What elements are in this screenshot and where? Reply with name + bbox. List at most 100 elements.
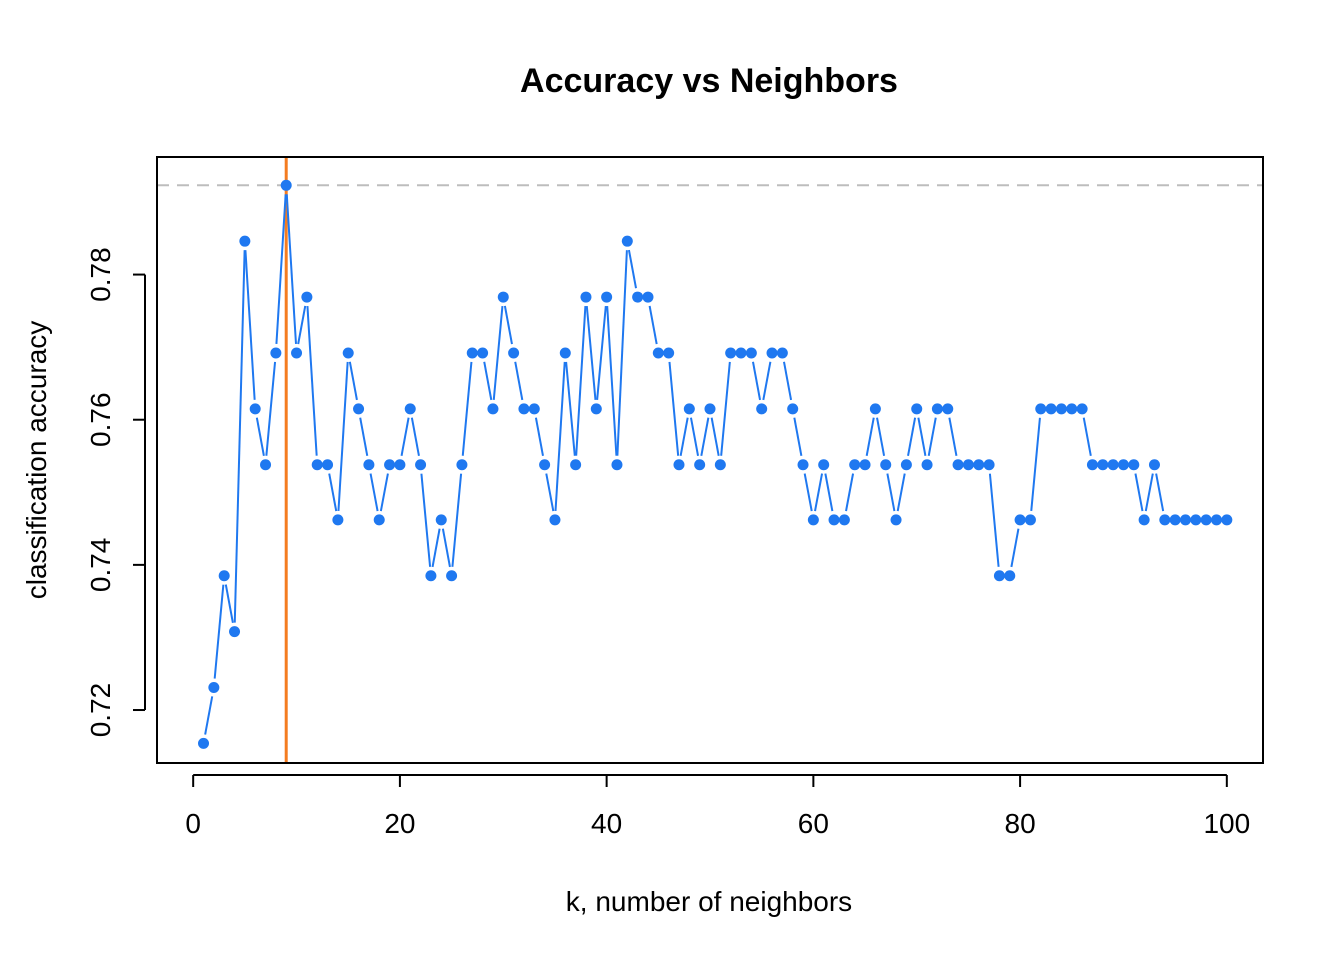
series-segment (616, 250, 628, 456)
data-point (621, 235, 633, 247)
data-point (384, 459, 396, 471)
series-segment (431, 528, 441, 568)
data-point (229, 626, 241, 638)
y-axis-label: classification accuracy (21, 321, 52, 600)
data-point (849, 459, 861, 471)
series-segment (534, 417, 544, 457)
data-point (559, 347, 571, 359)
data-point (580, 291, 592, 303)
data-point (1035, 403, 1047, 415)
x-tick-label: 100 (1203, 808, 1250, 839)
plot-area (157, 157, 1263, 763)
data-point (446, 570, 458, 582)
series-segment (255, 417, 265, 457)
series-segment (461, 361, 473, 456)
data-point (311, 459, 323, 471)
series-segment (700, 417, 710, 457)
plot-frame (156, 156, 1264, 764)
series-segment (328, 473, 338, 512)
series-segment (575, 305, 587, 456)
series-segment (689, 417, 700, 457)
data-point (1128, 459, 1140, 471)
data-point (415, 459, 427, 471)
data-point (683, 403, 695, 415)
series-segment (606, 305, 618, 456)
y-tick-label: 0.74 (85, 538, 116, 593)
x-tick-label: 40 (591, 808, 622, 839)
data-point (921, 459, 933, 471)
data-point (280, 179, 292, 191)
series-segment (441, 528, 451, 568)
data-point (249, 403, 261, 415)
series-segment (224, 584, 234, 623)
series-segment (503, 305, 513, 345)
data-point (869, 403, 881, 415)
series-segment (1082, 417, 1092, 457)
series-segment (1144, 473, 1154, 512)
data-point (973, 459, 985, 471)
data-point (818, 459, 830, 471)
data-point (301, 291, 313, 303)
data-point (962, 459, 974, 471)
data-point (900, 459, 912, 471)
series-segment (1134, 473, 1144, 512)
data-point (497, 291, 509, 303)
data-point (776, 347, 788, 359)
series-segment (233, 250, 246, 623)
x-tick-label: 0 (185, 808, 201, 839)
data-point (601, 291, 613, 303)
data-point (570, 459, 582, 471)
data-point (735, 347, 747, 359)
data-point (1076, 403, 1088, 415)
series-segment (359, 417, 369, 457)
series-segment (668, 361, 680, 456)
data-point (756, 403, 768, 415)
series-segment (451, 473, 463, 567)
series-segment (337, 361, 349, 511)
series-segment (803, 473, 813, 512)
x-axis: 0 20 40 60 80 100 (185, 774, 1250, 839)
data-point (766, 347, 778, 359)
data-point (828, 514, 840, 526)
data-point (528, 403, 540, 415)
data-point (590, 403, 602, 415)
series-segment (420, 473, 432, 567)
series-segment (948, 417, 958, 457)
series-segment (554, 361, 566, 511)
data-point (911, 403, 923, 415)
series-segment (627, 249, 637, 289)
series-segment (896, 473, 906, 512)
data-point (890, 514, 902, 526)
series-segment (783, 361, 793, 401)
data-point (859, 459, 871, 471)
data-point (1014, 514, 1026, 526)
y-axis: 0.72 0.74 0.76 0.78 (85, 247, 146, 738)
data-point (983, 459, 995, 471)
data-point (1004, 570, 1016, 582)
data-point (198, 737, 210, 749)
y-tick-label: 0.78 (85, 247, 116, 302)
data-point (787, 403, 799, 415)
series-segment (793, 417, 803, 457)
series-segment (483, 361, 493, 401)
data-point (332, 514, 344, 526)
data-point (1179, 514, 1191, 526)
data-point (1148, 459, 1160, 471)
series-segment (845, 473, 855, 512)
y-tick-label: 0.72 (85, 683, 116, 738)
data-point (435, 514, 447, 526)
data-point (456, 459, 468, 471)
series-segment (410, 417, 420, 457)
series-segment (1155, 473, 1165, 512)
series-segment (751, 361, 762, 401)
data-point (880, 459, 892, 471)
series-segment (545, 473, 555, 512)
data-point (373, 514, 385, 526)
data-point (508, 347, 520, 359)
series-segment (679, 417, 689, 457)
data-point (694, 459, 706, 471)
x-tick-label: 20 (384, 808, 415, 839)
chart-title: Accuracy vs Neighbors (520, 62, 898, 100)
data-point (1066, 403, 1078, 415)
series-segment (1010, 528, 1020, 568)
